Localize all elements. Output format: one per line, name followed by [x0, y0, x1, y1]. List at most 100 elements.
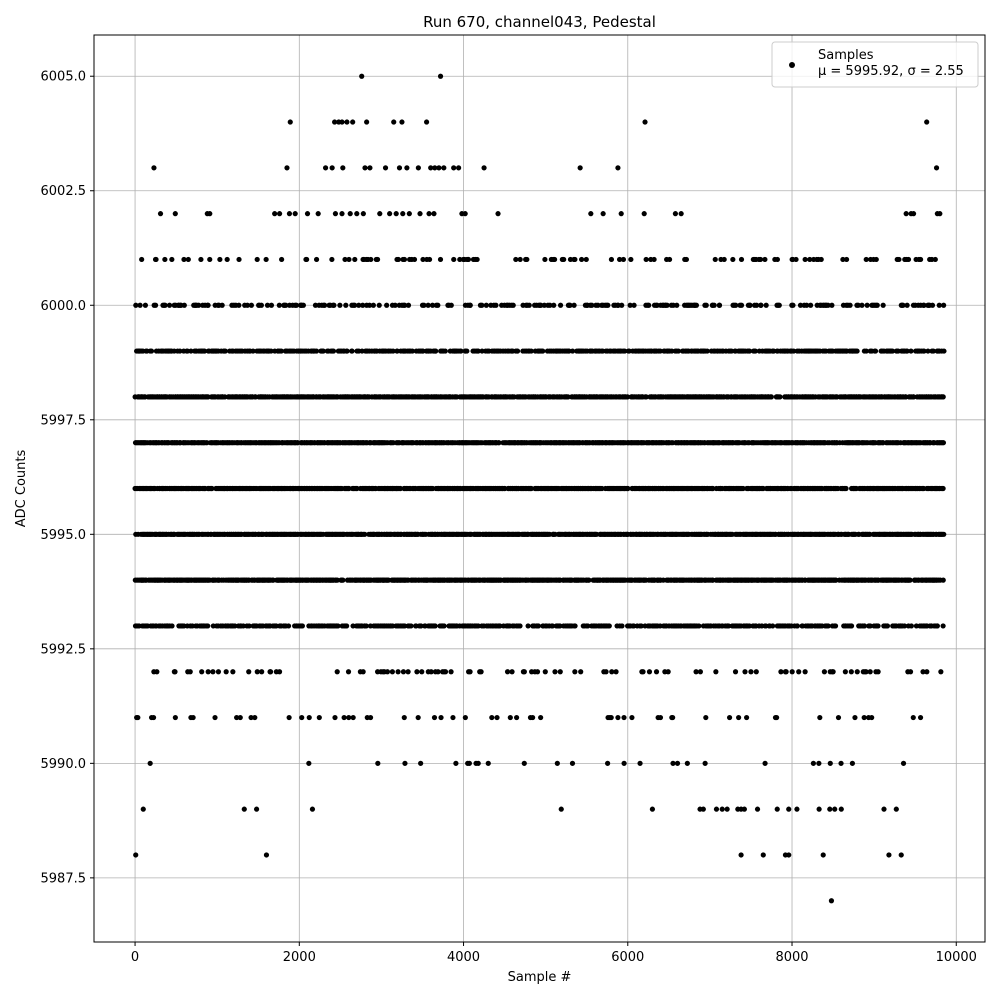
data-point	[538, 714, 544, 721]
data-point	[320, 348, 326, 354]
data-point	[400, 669, 407, 675]
data-point	[151, 165, 157, 171]
data-point	[933, 165, 940, 171]
data-point	[572, 669, 578, 675]
data-point	[624, 394, 631, 400]
data-point	[408, 623, 414, 629]
data-point	[236, 256, 242, 263]
data-point	[253, 806, 260, 812]
data-point	[789, 669, 795, 675]
data-point	[567, 302, 573, 308]
data-point	[414, 669, 420, 675]
data-point	[349, 348, 355, 354]
data-point	[411, 256, 418, 263]
data-point	[432, 623, 438, 629]
data-point	[479, 302, 485, 308]
data-point	[616, 256, 623, 263]
data-point	[426, 256, 433, 263]
data-point	[464, 348, 470, 354]
data-point	[711, 302, 717, 308]
data-point	[169, 623, 175, 629]
data-point	[802, 669, 808, 675]
data-point	[309, 806, 316, 812]
data-point	[212, 714, 218, 721]
data-point	[346, 714, 352, 721]
data-point	[524, 256, 530, 263]
data-point	[322, 165, 329, 171]
data-point	[335, 623, 341, 629]
data-point	[608, 256, 615, 263]
data-point	[315, 211, 321, 217]
data-point	[435, 302, 441, 308]
data-point	[401, 256, 408, 263]
data-point	[450, 714, 456, 721]
data-point	[670, 714, 676, 721]
data-point	[825, 623, 831, 629]
data-point	[940, 394, 946, 400]
data-point	[540, 348, 546, 354]
data-point	[162, 256, 168, 263]
data-point	[485, 760, 491, 766]
data-point	[757, 256, 764, 263]
data-point	[343, 302, 349, 308]
data-point	[554, 760, 560, 766]
data-point	[704, 348, 710, 354]
data-point	[565, 394, 571, 400]
data-point	[442, 669, 449, 675]
data-point	[483, 302, 489, 308]
data-point	[287, 119, 293, 125]
data-point	[924, 119, 930, 125]
data-point	[395, 669, 401, 675]
data-point	[205, 302, 211, 308]
data-point	[198, 256, 204, 263]
data-point	[474, 256, 480, 263]
data-point	[551, 302, 557, 308]
data-point	[938, 669, 944, 675]
data-point	[234, 714, 240, 721]
data-point	[339, 211, 345, 217]
data-point	[300, 302, 306, 308]
data-point	[356, 302, 362, 308]
data-point	[526, 302, 532, 308]
data-point	[558, 806, 564, 812]
data-point	[347, 211, 353, 217]
data-point	[517, 256, 523, 263]
data-point	[339, 119, 345, 125]
data-point	[583, 256, 589, 263]
data-point	[517, 623, 523, 629]
data-point	[402, 760, 408, 766]
data-point	[521, 760, 527, 766]
data-point	[188, 348, 194, 354]
data-point	[525, 623, 531, 629]
data-point	[637, 760, 643, 766]
data-point	[219, 302, 225, 308]
data-point	[420, 256, 426, 263]
data-point	[941, 302, 947, 308]
data-point	[366, 302, 373, 308]
data-point	[389, 669, 395, 675]
data-point	[619, 623, 625, 629]
data-point	[451, 165, 457, 171]
data-point	[830, 669, 836, 675]
data-point	[646, 302, 652, 308]
data-point	[664, 302, 670, 308]
data-point	[863, 256, 869, 263]
data-point	[417, 211, 423, 217]
data-point	[674, 760, 681, 766]
data-point	[354, 211, 360, 217]
data-point	[172, 714, 178, 721]
data-point	[419, 669, 425, 675]
data-point	[696, 623, 702, 629]
data-point	[475, 760, 481, 766]
data-point	[205, 669, 211, 675]
data-point	[901, 623, 908, 629]
data-point	[367, 714, 374, 721]
data-point	[448, 302, 454, 308]
data-point	[872, 348, 879, 354]
data-point	[405, 669, 411, 675]
data-point	[747, 302, 753, 308]
data-point	[937, 211, 943, 217]
data-point	[384, 669, 391, 675]
